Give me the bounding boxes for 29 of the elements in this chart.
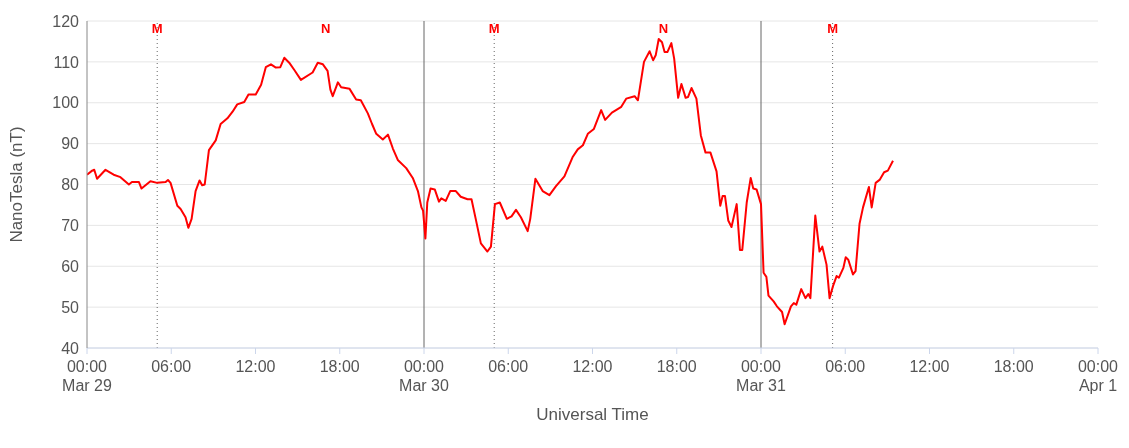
annotation: N — [658, 21, 669, 37]
x-tick-label: 00:00 Mar 31 — [736, 358, 786, 394]
x-tick-label: 18:00 — [656, 358, 697, 375]
y-tick-label: 60 — [61, 257, 80, 275]
x-tick-label: 06:00 — [151, 358, 192, 375]
x-tick-label: 12:00 — [909, 358, 950, 375]
x-tick-label: 00:00 Mar 29 — [62, 358, 112, 394]
x-tick-label: 06:00 — [488, 358, 529, 375]
x-tick-label: 00:00 Apr 1 — [1077, 358, 1119, 394]
x-tick-label: 00:00 Mar 30 — [399, 358, 449, 394]
y-tick-label: 110 — [53, 53, 80, 71]
y-tick-label: 40 — [61, 339, 80, 357]
y-tick-label: 100 — [52, 94, 80, 112]
x-tick-label: 06:00 — [825, 358, 866, 375]
y-tick-label: 50 — [61, 298, 80, 316]
x-tick-label: 18:00 — [993, 358, 1034, 375]
ref-line-label: M — [488, 21, 500, 37]
y-axis-title: NanoTesla (nT) — [7, 126, 27, 243]
x-axis-title: Universal Time — [536, 405, 649, 424]
x-tick-label: 12:00 — [572, 358, 613, 375]
y-tick-label: 90 — [61, 135, 80, 153]
y-tick-label: 120 — [52, 12, 80, 30]
y-tick-label: 70 — [61, 217, 80, 235]
ref-line-label: M — [151, 21, 163, 37]
x-tick-label: 12:00 — [235, 358, 276, 375]
annotation: N — [321, 21, 331, 37]
x-tick-label: 18:00 — [319, 358, 360, 375]
y-tick-label: 80 — [61, 176, 80, 194]
ref-line-label: M — [827, 21, 839, 37]
